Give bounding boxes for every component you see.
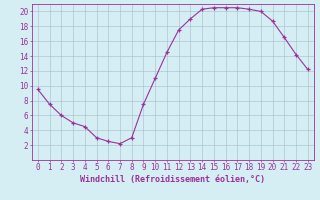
- X-axis label: Windchill (Refroidissement éolien,°C): Windchill (Refroidissement éolien,°C): [80, 175, 265, 184]
